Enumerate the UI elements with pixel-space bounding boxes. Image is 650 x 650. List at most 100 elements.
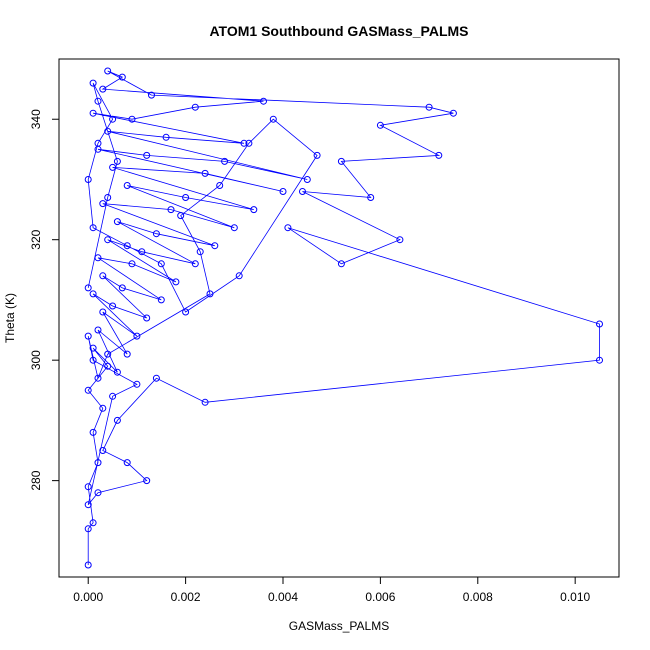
data-point (152, 230, 160, 238)
data-point (104, 350, 112, 358)
data-point (113, 157, 121, 165)
chart-title: ATOM1 Southbound GASMass_PALMS (209, 23, 468, 39)
data-point (235, 272, 243, 280)
data-point (245, 139, 253, 147)
data-point (89, 356, 97, 364)
data-point (89, 109, 97, 117)
data-point (196, 248, 204, 256)
data-point (118, 284, 126, 292)
data-point (396, 236, 404, 244)
data-point (449, 109, 457, 117)
data-point (89, 79, 97, 87)
data-point (177, 212, 185, 220)
data-point (99, 85, 107, 93)
data-point (138, 248, 146, 256)
data-point (84, 561, 92, 569)
y-axis-label: Theta (K) (3, 293, 17, 343)
data-point (596, 320, 603, 328)
x-tick-label: 0.008 (463, 590, 493, 604)
data-point (104, 362, 112, 370)
data-point (123, 182, 131, 189)
x-tick-label: 0.010 (560, 590, 590, 604)
data-point (104, 127, 112, 135)
data-point (337, 157, 345, 165)
data-point (84, 525, 92, 533)
data-point (128, 115, 136, 123)
data-point (94, 139, 102, 147)
data-point (109, 302, 117, 310)
x-axis: 0.000 0.002 0.004 0.006 0.008 0.010 (73, 576, 591, 604)
data-point (191, 103, 199, 111)
data-point (216, 182, 224, 189)
data-point (99, 404, 107, 412)
data-point (109, 392, 117, 400)
data-point (94, 459, 102, 467)
data-point (109, 115, 117, 123)
data-point (182, 308, 190, 316)
series-line (87, 70, 600, 565)
data-point (94, 254, 102, 262)
data-point (99, 447, 107, 454)
x-tick-label: 0.000 (73, 590, 103, 604)
data-point (269, 115, 277, 123)
data-point (240, 139, 248, 147)
data-point (313, 151, 321, 159)
data-point (123, 459, 131, 467)
data-point (84, 176, 92, 183)
data-point (230, 224, 238, 232)
data-point (123, 242, 131, 250)
data-point (104, 67, 112, 75)
y-tick-label: 320 (29, 229, 43, 249)
data-point (94, 97, 102, 105)
data-point (435, 151, 443, 159)
data-point (367, 194, 375, 201)
data-point (201, 398, 209, 406)
data-point (148, 91, 155, 99)
data-point (299, 188, 306, 195)
data-point (84, 386, 92, 394)
data-point (260, 97, 267, 105)
data-point (143, 151, 151, 159)
data-point (250, 206, 258, 214)
data-point (109, 163, 117, 171)
data-point (89, 519, 97, 527)
y-axis: 280 300 320 340 (29, 109, 60, 491)
data-point (84, 332, 92, 340)
x-tick-label: 0.002 (171, 590, 201, 604)
data-point (89, 290, 97, 298)
x-tick-label: 0.004 (268, 590, 298, 604)
data-point (113, 416, 121, 424)
data-point (123, 350, 131, 358)
data-point (84, 284, 92, 292)
data-point (162, 133, 170, 141)
data-point (172, 278, 180, 286)
data-point (201, 169, 209, 177)
data-point (425, 103, 433, 111)
data-point (128, 260, 136, 268)
data-point (167, 206, 175, 214)
data-point (84, 501, 92, 509)
data-point (279, 188, 287, 195)
data-point (157, 260, 165, 268)
data-point (133, 332, 141, 340)
data-point (84, 483, 92, 491)
y-tick-label: 280 (29, 470, 43, 490)
y-tick-label: 340 (29, 109, 43, 129)
data-point (99, 308, 107, 316)
data-point (99, 272, 107, 280)
data-point (118, 73, 126, 81)
data-point (94, 489, 102, 497)
data-point (152, 374, 160, 382)
data-point (191, 260, 199, 268)
data-point (99, 200, 107, 208)
x-tick-label: 0.006 (365, 590, 395, 604)
data-point (133, 380, 141, 388)
x-axis-label: GASMass_PALMS (289, 619, 389, 633)
data-point (143, 477, 151, 485)
data-point (104, 236, 112, 244)
data-point (596, 356, 603, 364)
data-point (182, 194, 190, 201)
series-layer (84, 67, 603, 569)
